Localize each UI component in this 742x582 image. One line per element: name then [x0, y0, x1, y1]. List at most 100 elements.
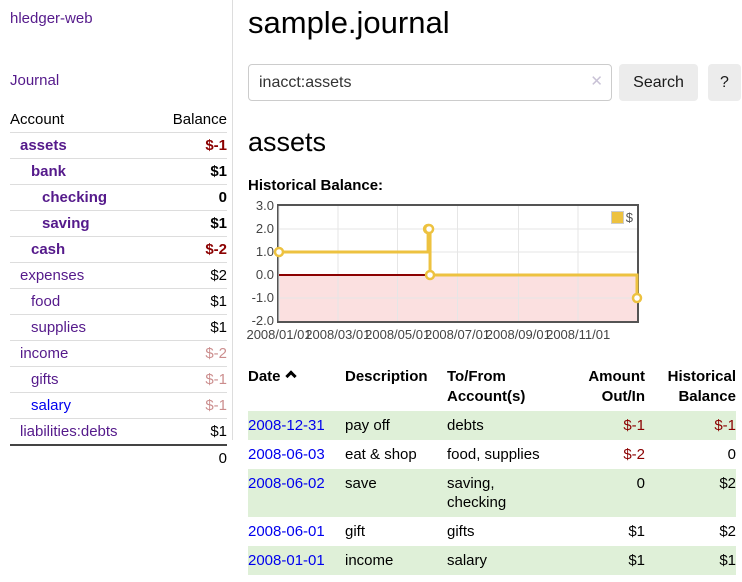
- y-tick-label: 2.0: [255, 221, 274, 236]
- account-row: income $-2: [10, 340, 227, 367]
- transaction-row: 2008-06-02 save saving, checking 0 $2: [248, 469, 736, 517]
- account-link[interactable]: salary: [31, 397, 72, 414]
- sort-ascending-icon: [284, 370, 297, 382]
- account-balance: $-2: [154, 236, 227, 263]
- transaction-row: 2008-01-01 income salary $1 $1: [248, 546, 736, 575]
- x-tick-label: 2008/03/01: [305, 327, 371, 342]
- data-point[interactable]: [423, 223, 435, 235]
- data-point[interactable]: [273, 246, 285, 258]
- transaction-date-link[interactable]: 2008-12-31: [248, 417, 325, 434]
- transaction-date: 2008-12-31: [248, 411, 345, 440]
- account-row: liabilities:debts $1: [10, 418, 227, 446]
- register-rows: 2008-12-31 pay off debts $-1 $-1 2008-06-03 ea…: [248, 411, 736, 575]
- account-link[interactable]: checking: [42, 189, 108, 206]
- transaction-description: income: [345, 546, 447, 575]
- transaction-row: 2008-12-31 pay off debts $-1 $-1: [248, 411, 736, 440]
- chart-plot-area[interactable]: $: [273, 204, 643, 323]
- transaction-accounts: debts: [447, 411, 560, 440]
- transaction-date-link[interactable]: 2008-06-01: [248, 523, 325, 540]
- account-balance: $-2: [154, 340, 227, 367]
- account-balance: $1: [154, 288, 227, 315]
- accounts-table: Account Balance assets $-1 bank $1 checking 0…: [10, 107, 227, 471]
- account-row: checking 0: [10, 184, 227, 211]
- account-link[interactable]: saving: [42, 215, 90, 232]
- x-tick-label: 2008/09/01: [485, 327, 551, 342]
- page-title: sample.journal: [248, 5, 450, 40]
- register-header-date[interactable]: Date: [248, 365, 345, 411]
- x-tick-label: 2008/01/01: [246, 327, 312, 342]
- transaction-amount: 0: [560, 469, 645, 517]
- accounts-header-balance: Balance: [154, 107, 227, 133]
- transaction-accounts: gifts: [447, 523, 475, 540]
- sidebar-item-journal[interactable]: Journal: [10, 72, 60, 89]
- series-swatch-icon: [610, 211, 624, 224]
- transaction-date-link[interactable]: 2008-06-02: [248, 475, 325, 492]
- data-point[interactable]: [424, 269, 436, 281]
- account-balance: $-1: [154, 392, 227, 419]
- clear-search-icon[interactable]: ✕: [590, 73, 603, 90]
- account-balance: $1: [154, 210, 227, 237]
- transaction-description: save: [345, 469, 447, 517]
- search-input[interactable]: [248, 64, 612, 101]
- register-header-description: Description: [345, 368, 428, 385]
- accounts-header-account: Account: [10, 107, 155, 133]
- transaction-date: 2008-06-02: [248, 469, 345, 517]
- historical-balance-chart: 3.0 2.0 1.0 0.0 -1.0 -2.0 $ 2008/01/01 2008/03…: [246, 198, 643, 344]
- help-button[interactable]: ?: [708, 64, 741, 101]
- account-row: expenses $2: [10, 262, 227, 289]
- app-title: hledger-web: [10, 10, 227, 28]
- transaction-row: 2008-06-03 eat & shop food, supplies $-2 0: [248, 440, 736, 469]
- transaction-description: eat & shop: [345, 446, 417, 463]
- data-point[interactable]: [631, 292, 643, 304]
- transaction-date-link[interactable]: 2008-06-03: [248, 446, 325, 463]
- sidebar-account-rows: assets $-1 bank $1 checking 0 saving $1 cash $-2 e…: [10, 132, 227, 446]
- app-home-link[interactable]: hledger-web: [10, 10, 93, 27]
- y-tick-label: 3.0: [255, 198, 274, 213]
- transaction-amount: $1: [628, 523, 645, 540]
- account-link[interactable]: income: [20, 345, 69, 362]
- transaction-amount: $-1: [560, 411, 645, 440]
- account-balance: $-1: [154, 366, 227, 393]
- sidebar: hledger-web Journal Account Balance asse…: [0, 0, 233, 471]
- y-tick-label: -1.0: [251, 290, 274, 305]
- register-header-accounts: To/From Account(s): [447, 368, 526, 405]
- transaction-description: gift: [345, 523, 366, 540]
- x-tick-label: 2008/11/01: [546, 327, 611, 342]
- register-header-amount: Amount Out/In: [588, 368, 645, 405]
- account-row: food $1: [10, 288, 227, 315]
- transaction-balance: $2: [719, 523, 736, 540]
- transaction-accounts: salary: [447, 546, 560, 575]
- account-link[interactable]: assets: [20, 137, 67, 154]
- account-link[interactable]: gifts: [31, 371, 59, 388]
- account-row: salary $-1: [10, 392, 227, 419]
- account-row: saving $1: [10, 210, 227, 237]
- x-tick-label: 2008/05/01: [365, 327, 431, 342]
- account-balance: $1: [154, 418, 227, 446]
- account-link[interactable]: expenses: [20, 267, 85, 284]
- account-balance: $1: [154, 158, 227, 185]
- account-row: cash $-2: [10, 236, 227, 263]
- accounts-total-row: 0: [10, 444, 227, 471]
- series-label: $: [625, 210, 633, 225]
- account-row: bank $1: [10, 158, 227, 185]
- y-tick-label: -2.0: [251, 313, 274, 328]
- transaction-date: 2008-06-03: [248, 440, 345, 469]
- transaction-balance: 0: [727, 446, 736, 463]
- chart-section-label: Historical Balance:: [248, 177, 384, 194]
- transaction-accounts: food, supplies: [447, 446, 540, 463]
- account-balance: $2: [154, 262, 227, 289]
- x-tick-label: 2008/07/01: [424, 327, 491, 342]
- search-button[interactable]: Search: [619, 64, 698, 101]
- transaction-date-link[interactable]: 2008-01-01: [248, 552, 325, 569]
- account-link[interactable]: cash: [31, 241, 66, 258]
- spacer: [10, 444, 155, 471]
- transaction-balance: $2: [645, 469, 736, 517]
- account-link[interactable]: supplies: [31, 319, 87, 336]
- account-balance: $1: [154, 314, 227, 341]
- account-link[interactable]: food: [31, 293, 61, 310]
- y-tick-label: 0.0: [255, 267, 274, 282]
- account-link[interactable]: liabilities:debts: [20, 423, 118, 440]
- transaction-balance: $-1: [645, 411, 736, 440]
- account-link[interactable]: bank: [31, 163, 67, 180]
- transaction-date: 2008-01-01: [248, 546, 345, 575]
